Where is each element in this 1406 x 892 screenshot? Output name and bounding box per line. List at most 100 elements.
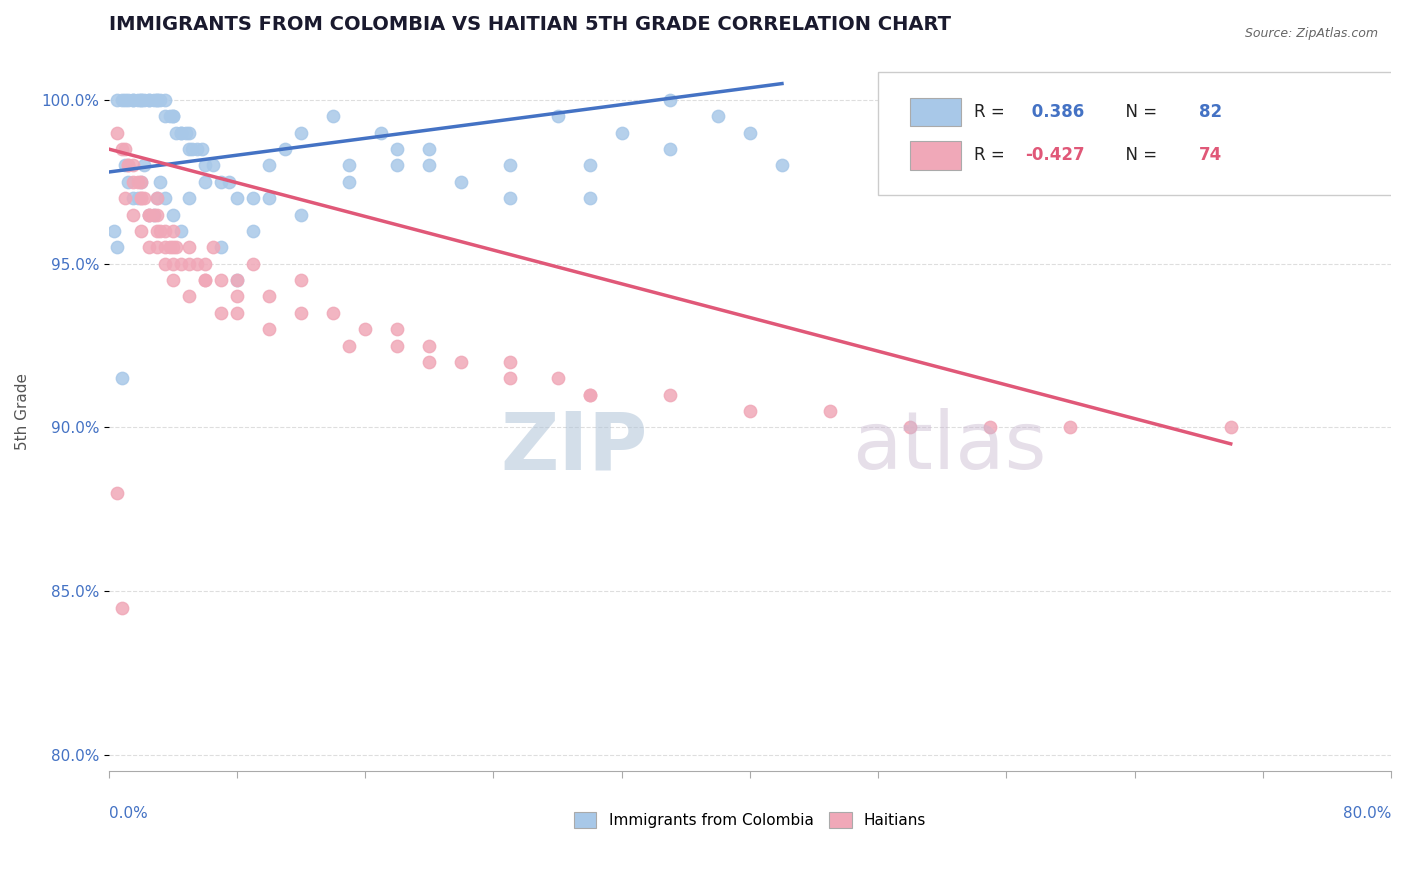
Point [153, 93, 176, 107]
Point [127, 93, 149, 107]
Point [450, 355, 472, 369]
Point [111, 142, 134, 156]
Point [658, 142, 681, 156]
Text: R =: R = [974, 103, 1011, 121]
Point [450, 175, 472, 189]
Point [159, 109, 181, 123]
Point [114, 93, 136, 107]
Point [174, 126, 197, 140]
Point [578, 158, 600, 172]
Point [209, 240, 232, 254]
Point [142, 93, 165, 107]
Point [117, 158, 139, 172]
Point [149, 93, 172, 107]
Point [226, 273, 249, 287]
Point [218, 175, 240, 189]
Point [111, 371, 134, 385]
Point [153, 240, 176, 254]
Point [170, 126, 193, 140]
Point [186, 257, 208, 271]
Point [117, 158, 139, 172]
Point [132, 93, 155, 107]
Point [114, 158, 136, 172]
Point [138, 208, 160, 222]
Point [129, 224, 152, 238]
Point [418, 338, 440, 352]
Point [177, 126, 200, 140]
Point [138, 208, 160, 222]
Point [153, 109, 176, 123]
Point [738, 404, 761, 418]
Point [122, 93, 145, 107]
Point [162, 240, 184, 254]
Text: -0.427: -0.427 [1025, 146, 1085, 164]
Point [114, 142, 136, 156]
Point [658, 388, 681, 402]
Point [162, 208, 184, 222]
Point [354, 322, 377, 336]
FancyBboxPatch shape [879, 72, 1406, 195]
Point [105, 93, 128, 107]
Point [202, 240, 225, 254]
Point [707, 109, 730, 123]
Point [146, 191, 169, 205]
Point [122, 191, 145, 205]
Point [117, 175, 139, 189]
Point [337, 158, 360, 172]
Point [129, 191, 152, 205]
Point [170, 126, 193, 140]
Point [149, 175, 172, 189]
Point [114, 191, 136, 205]
Legend: Immigrants from Colombia, Haitians: Immigrants from Colombia, Haitians [565, 805, 934, 836]
Point [498, 158, 520, 172]
Point [146, 224, 169, 238]
Point [194, 257, 217, 271]
Point [138, 208, 160, 222]
Point [162, 109, 184, 123]
Point [146, 240, 169, 254]
Point [337, 338, 360, 352]
Point [979, 420, 1001, 434]
Text: IMMIGRANTS FROM COLOMBIA VS HAITIAN 5TH GRADE CORRELATION CHART: IMMIGRANTS FROM COLOMBIA VS HAITIAN 5TH … [108, 15, 950, 34]
Point [257, 289, 280, 303]
Point [138, 93, 160, 107]
Point [578, 191, 600, 205]
Point [138, 240, 160, 254]
Point [194, 273, 217, 287]
Point [162, 109, 184, 123]
Point [177, 257, 200, 271]
Point [122, 208, 145, 222]
Point [170, 257, 193, 271]
Point [177, 240, 200, 254]
Point [142, 208, 165, 222]
Point [226, 306, 249, 320]
Point [146, 93, 169, 107]
Point [1059, 420, 1081, 434]
Point [578, 388, 600, 402]
Point [290, 126, 312, 140]
Text: R =: R = [974, 146, 1011, 164]
Point [578, 388, 600, 402]
Point [186, 142, 208, 156]
Point [170, 224, 193, 238]
Point [177, 289, 200, 303]
Point [105, 486, 128, 500]
Point [418, 355, 440, 369]
Point [418, 158, 440, 172]
Point [418, 142, 440, 156]
Point [370, 126, 392, 140]
Point [209, 273, 232, 287]
Point [127, 175, 149, 189]
Point [142, 208, 165, 222]
Point [322, 109, 344, 123]
Point [149, 224, 172, 238]
Text: 74: 74 [1199, 146, 1222, 164]
Point [498, 355, 520, 369]
Text: N =: N = [1115, 146, 1163, 164]
Point [387, 142, 409, 156]
Point [226, 273, 249, 287]
Point [194, 273, 217, 287]
Point [132, 191, 155, 205]
Point [387, 338, 409, 352]
Point [226, 289, 249, 303]
